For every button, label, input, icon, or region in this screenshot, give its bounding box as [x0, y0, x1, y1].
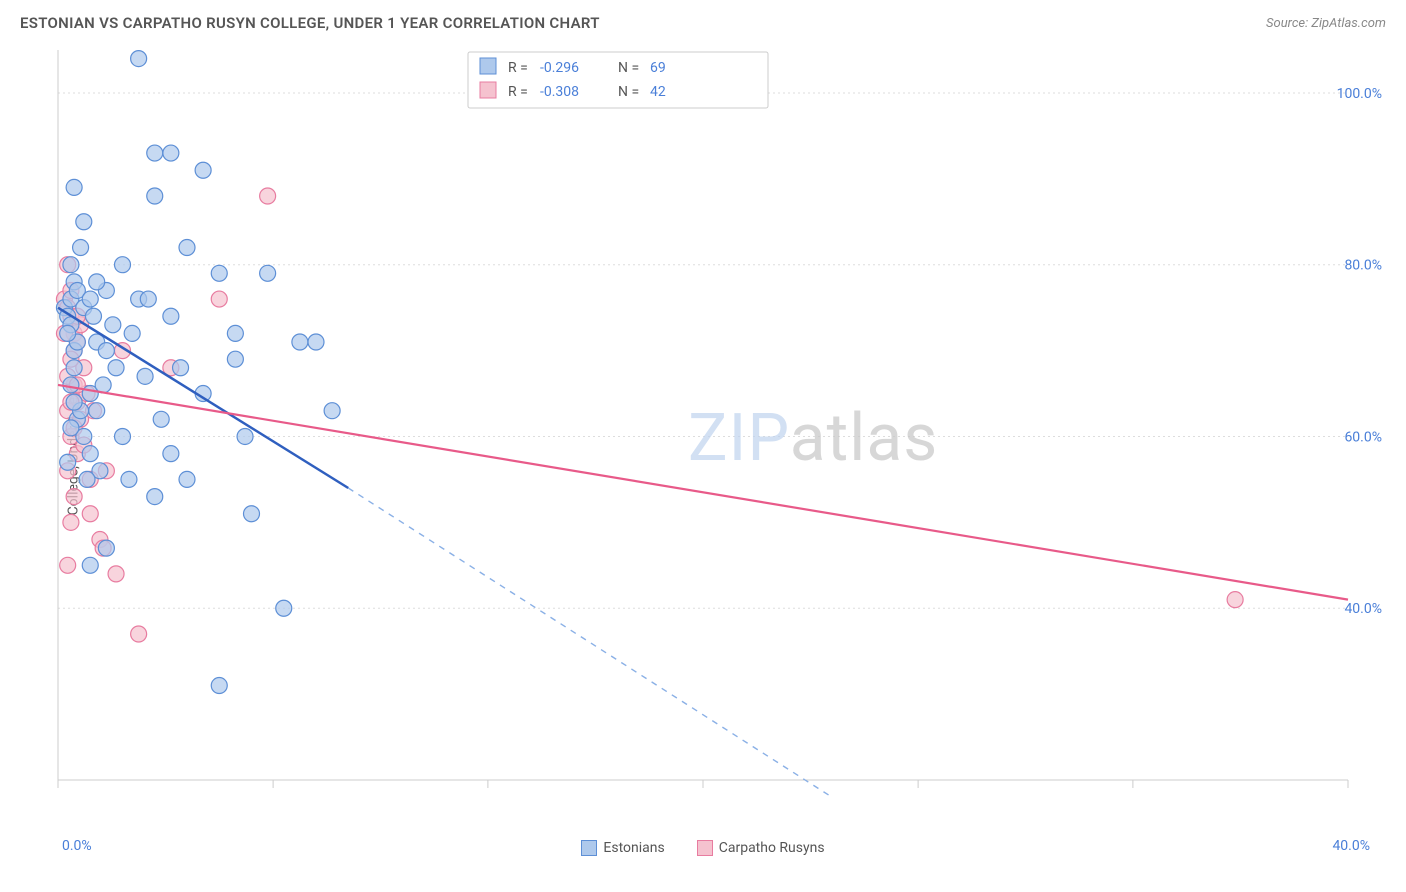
data-point-blue [82, 446, 98, 462]
data-point-pink [108, 566, 124, 582]
data-point-blue [140, 291, 156, 307]
correlation-legend: R = -0.296 N = 69 R = -0.308 N = 42 [468, 52, 768, 108]
data-point-blue [131, 51, 147, 67]
data-point-blue [115, 428, 131, 444]
chart-title: ESTONIAN VS CARPATHO RUSYN COLLEGE, UNDE… [20, 14, 600, 32]
data-point-blue [163, 308, 179, 324]
data-point-blue [121, 471, 137, 487]
data-point-blue [308, 334, 324, 350]
data-point-pink [60, 557, 76, 573]
svg-text:42: 42 [650, 84, 666, 100]
data-point-blue [147, 489, 163, 505]
chart-area: College, Under 1 year ZIPatlas 40.0%60.0… [0, 40, 1406, 860]
svg-text:40.0%: 40.0% [1344, 601, 1382, 617]
svg-text:-0.296: -0.296 [540, 60, 579, 76]
data-point-blue [211, 678, 227, 694]
data-point-blue [76, 214, 92, 230]
data-point-blue [195, 162, 211, 178]
data-point-blue [82, 291, 98, 307]
regression-extrapolation-blue [348, 488, 832, 797]
square-icon [480, 82, 496, 98]
data-point-blue [73, 240, 89, 256]
data-point-blue [66, 360, 82, 376]
data-point-pink [1227, 592, 1243, 608]
data-point-blue [244, 506, 260, 522]
regression-line-blue [58, 308, 348, 488]
svg-text:69: 69 [650, 60, 666, 76]
data-point-pink [260, 188, 276, 204]
data-point-blue [260, 265, 276, 281]
svg-text:-0.308: -0.308 [540, 84, 579, 100]
data-point-blue [63, 377, 79, 393]
legend-item-carpatho: Carpatho Rusyns [697, 840, 825, 856]
data-point-blue [82, 557, 98, 573]
data-point-blue [63, 420, 79, 436]
data-point-blue [179, 240, 195, 256]
svg-text:N =: N = [618, 60, 639, 76]
data-point-blue [324, 403, 340, 419]
legend-item-estonians: Estonians [581, 840, 664, 856]
data-point-blue [85, 308, 101, 324]
data-point-pink [131, 626, 147, 642]
data-point-blue [108, 360, 124, 376]
data-point-blue [98, 343, 114, 359]
square-icon [480, 58, 496, 74]
data-point-blue [147, 145, 163, 161]
data-point-blue [179, 471, 195, 487]
source-label: Source: ZipAtlas.com [1266, 16, 1386, 31]
data-point-pink [82, 506, 98, 522]
data-point-blue [124, 325, 140, 341]
data-point-blue [79, 471, 95, 487]
data-point-blue [147, 188, 163, 204]
data-point-blue [98, 540, 114, 556]
data-point-blue [163, 145, 179, 161]
data-point-blue [137, 368, 153, 384]
watermark: ZIPatlas [688, 400, 938, 477]
data-point-blue [153, 411, 169, 427]
svg-text:80.0%: 80.0% [1344, 258, 1382, 274]
data-point-blue [66, 394, 82, 410]
square-icon [697, 840, 713, 856]
data-point-blue [276, 600, 292, 616]
svg-text:100.0%: 100.0% [1337, 86, 1382, 102]
data-point-blue [211, 265, 227, 281]
data-point-blue [105, 317, 121, 333]
data-point-blue [66, 179, 82, 195]
svg-text:R =: R = [508, 84, 528, 100]
data-point-blue [292, 334, 308, 350]
data-point-pink [66, 489, 82, 505]
data-point-pink [63, 514, 79, 530]
data-point-pink [211, 291, 227, 307]
data-point-blue [173, 360, 189, 376]
data-point-blue [60, 454, 76, 470]
data-point-blue [237, 428, 253, 444]
scatter-plot: ZIPatlas 40.0% 60.0% 80.0% 100.0% R = -0.296… [48, 40, 1388, 830]
data-point-blue [89, 274, 105, 290]
svg-text:N =: N = [618, 84, 639, 100]
data-point-blue [227, 351, 243, 367]
data-point-blue [89, 403, 105, 419]
title-bar: ESTONIAN VS CARPATHO RUSYN COLLEGE, UNDE… [0, 0, 1406, 40]
series-legend: Estonians Carpatho Rusyns [0, 840, 1406, 856]
svg-text:60.0%: 60.0% [1344, 429, 1382, 445]
data-point-blue [163, 446, 179, 462]
data-point-blue [60, 325, 76, 341]
svg-text:R =: R = [508, 60, 528, 76]
data-point-blue [63, 257, 79, 273]
square-icon [581, 840, 597, 856]
data-point-blue [227, 325, 243, 341]
data-point-blue [115, 257, 131, 273]
